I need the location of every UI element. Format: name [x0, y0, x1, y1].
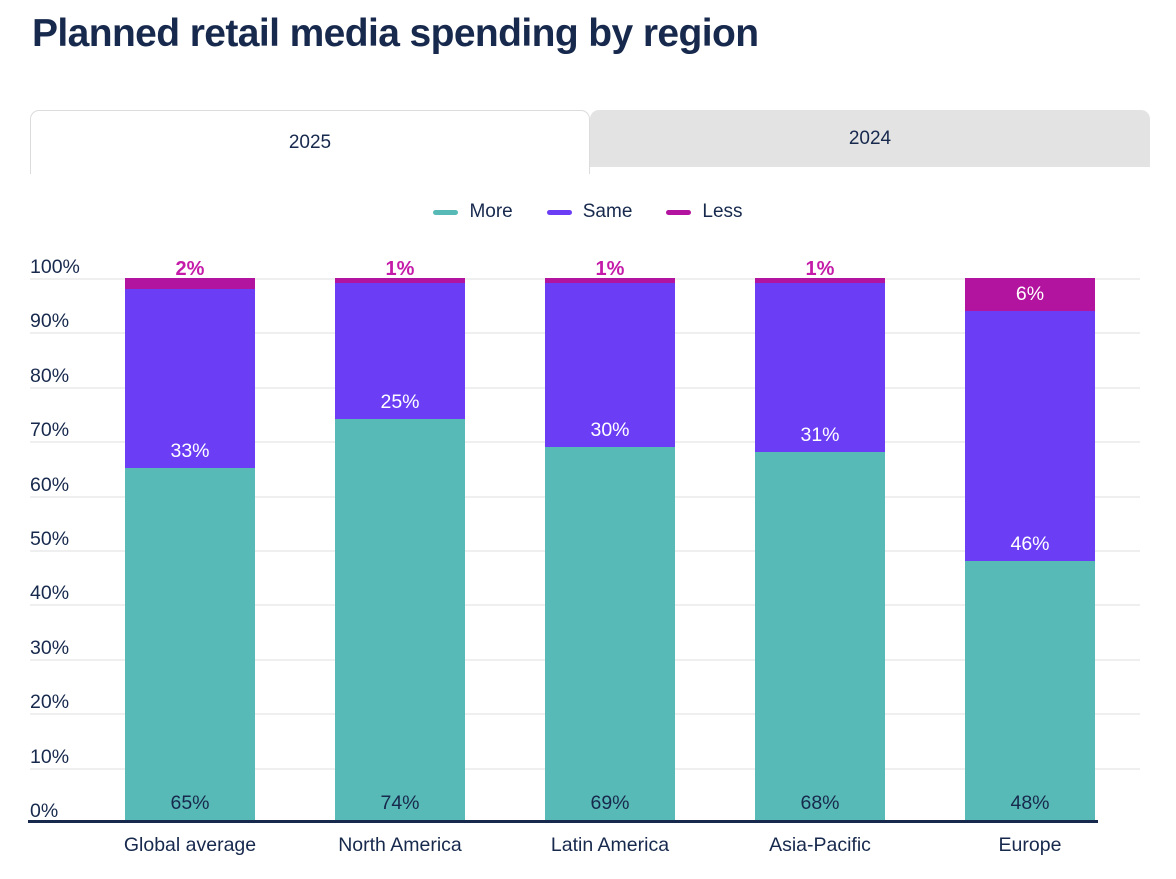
bar-value-label-same-north-america: 25% — [380, 391, 420, 414]
bar-segment-same-global-average[interactable] — [125, 288, 255, 469]
bar-value-label-less-north-america: 1% — [385, 258, 415, 280]
bar-segment-more-asia-pacific[interactable] — [755, 452, 885, 822]
bar-segment-less-europe[interactable] — [965, 278, 1095, 311]
bar-segment-more-europe[interactable] — [965, 560, 1095, 822]
x-axis-category-label-asia-pacific: Asia-Pacific — [769, 834, 871, 856]
bar-value-label-same-latin-america: 30% — [590, 418, 630, 441]
bar-segment-more-global-average[interactable] — [125, 468, 255, 822]
bar-value-label-less-latin-america: 1% — [595, 258, 625, 280]
y-axis-tick-label: 40% — [30, 582, 70, 605]
bar-value-label-less-global-average: 2% — [175, 258, 205, 280]
x-axis-category-label-europe: Europe — [998, 834, 1062, 856]
bar-segment-same-north-america[interactable] — [335, 283, 465, 420]
y-axis-tick-label: 50% — [30, 528, 70, 550]
chart-legend: More Same Less — [0, 201, 1176, 223]
legend-item-more[interactable]: More — [433, 201, 513, 223]
tab-2025-label: 2025 — [288, 131, 332, 153]
bar-segment-more-latin-america[interactable] — [545, 446, 675, 822]
y-axis-tick-label: 100% — [30, 256, 80, 278]
bar-value-label-less-asia-pacific: 1% — [805, 258, 835, 280]
bar-value-label-same-europe: 46% — [1010, 532, 1050, 555]
tab-2025[interactable]: 2025 — [30, 110, 590, 174]
x-axis-category-label-north-america: North America — [338, 834, 462, 856]
y-axis-tick-label: 90% — [30, 310, 70, 333]
tab-2024-label: 2024 — [848, 127, 892, 149]
bar-value-label-same-asia-pacific: 31% — [800, 424, 840, 447]
y-axis-tick-label: 60% — [30, 473, 70, 496]
y-axis-tick-label: 0% — [30, 800, 59, 822]
bar-segment-same-europe[interactable] — [965, 310, 1095, 561]
bar-segment-same-latin-america[interactable] — [545, 283, 675, 447]
bar-value-label-more-latin-america: 69% — [590, 792, 630, 814]
bar-segment-same-asia-pacific[interactable] — [755, 283, 885, 453]
y-axis-tick-label: 30% — [30, 636, 70, 659]
legend-item-same[interactable]: Same — [546, 201, 633, 223]
x-axis-category-label-latin-america: Latin America — [550, 834, 670, 856]
bar-value-label-more-asia-pacific: 68% — [800, 792, 840, 814]
legend-marker-more — [433, 209, 459, 215]
bar-segment-less-north-america[interactable] — [335, 278, 465, 284]
y-axis-tick-label: 80% — [30, 364, 70, 387]
y-axis-tick-label: 20% — [30, 691, 70, 714]
legend-label: More — [469, 201, 513, 222]
x-axis-category-label-global-average: Global average — [123, 834, 257, 856]
tab-2024[interactable]: 2024 — [590, 110, 1150, 167]
legend-label: Less — [702, 201, 743, 222]
bar-value-label-same-global-average: 33% — [170, 440, 210, 463]
y-axis-tick-label: 10% — [30, 745, 70, 768]
bar-segment-less-global-average[interactable] — [125, 278, 255, 289]
bar-segment-less-latin-america[interactable] — [545, 278, 675, 284]
y-axis-tick-label: 70% — [30, 419, 70, 442]
legend-item-less[interactable]: Less — [666, 201, 743, 223]
year-tabs: 2025 2024 — [30, 110, 1150, 174]
bar-value-label-more-global-average: 65% — [170, 792, 210, 814]
x-axis-line — [28, 820, 1098, 823]
bar-value-label-less-europe: 6% — [1015, 283, 1045, 306]
bar-segment-more-north-america[interactable] — [335, 419, 465, 822]
legend-marker-same — [546, 209, 572, 215]
bar-segment-less-asia-pacific[interactable] — [755, 278, 885, 284]
page-title: Planned retail media spending by region — [32, 12, 759, 55]
legend-marker-less — [666, 209, 692, 215]
bar-value-label-more-north-america: 74% — [380, 792, 420, 814]
bar-value-label-more-europe: 48% — [1010, 792, 1050, 814]
legend-label: Same — [582, 201, 633, 222]
